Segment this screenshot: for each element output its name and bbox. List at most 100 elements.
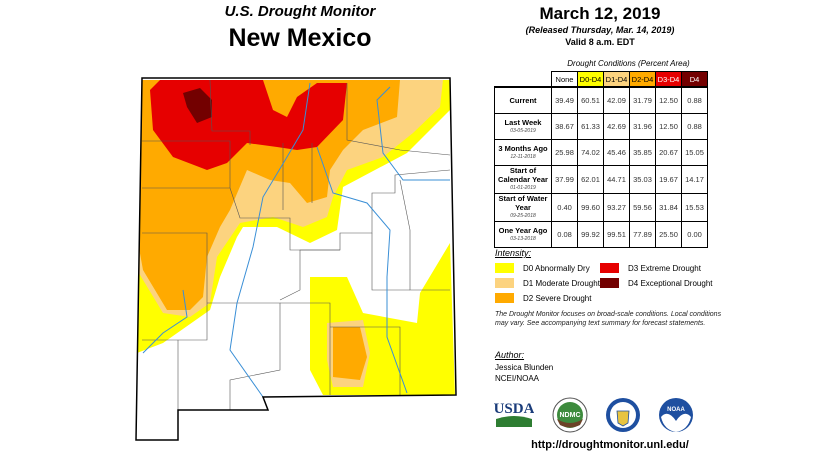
legend-d1: D1 Moderate Drought: [495, 278, 600, 288]
table-cell: 93.27: [603, 193, 630, 222]
table-cell: 0.88: [681, 86, 708, 114]
table-row: Start of Water Year 09-25-2018 0.40 99.60 93…: [494, 193, 708, 222]
table-cell: 59.56: [629, 193, 656, 222]
website-link[interactable]: http://droughtmonitor.unl.edu/: [531, 439, 689, 451]
row-label: Last Week 03-05-2019: [494, 113, 552, 140]
legend-d2: D2 Severe Drought: [495, 293, 591, 303]
new-mexico-drought-map: [135, 77, 457, 441]
author-heading: Author:: [495, 350, 525, 360]
table-cell: 31.96: [629, 113, 656, 140]
table-cell: 15.53: [681, 193, 708, 222]
column-header: D1-D4: [603, 71, 630, 88]
column-header: D0-D4: [577, 71, 604, 88]
table-cell: 15.05: [681, 139, 708, 166]
table-cell: 0.88: [681, 113, 708, 140]
rio-grande-river: [229, 82, 311, 398]
table-row: Last Week 03-05-2019 38.67 61.33 42.69 31.96 1…: [494, 113, 708, 140]
table-caption: Drought Conditions (Percent Area): [567, 59, 690, 68]
column-header: None: [551, 71, 578, 88]
table-cell: 0.00: [681, 221, 708, 248]
table-row: Current 39.49 60.51 42.09 31.79 12.50 0.88: [494, 86, 708, 114]
table-cell: 37.99: [551, 165, 578, 194]
table-row: Start of Calendar Year 01-01-2019 37.99 62.…: [494, 165, 708, 194]
legend-swatch: [600, 278, 619, 288]
state-boundary: [135, 77, 457, 441]
legend-swatch: [600, 263, 619, 273]
table-cell: 38.67: [551, 113, 578, 140]
table-corner: [495, 72, 552, 88]
table-cell: 99.51: [603, 221, 630, 248]
ndmc-logo: NDMC: [552, 397, 588, 433]
noaa-logo: NOAA: [659, 398, 693, 432]
column-header: D3-D4: [655, 71, 682, 88]
valid-time: Valid 8 a.m. EDT: [565, 37, 635, 47]
table-cell: 20.67: [655, 139, 682, 166]
table-cell: 25.50: [655, 221, 682, 248]
legend-title: Intensity:: [495, 248, 532, 258]
table-cell: 99.92: [577, 221, 604, 248]
row-label-text: Last Week: [504, 117, 542, 127]
d2-region-southeast: [333, 327, 367, 380]
table-cell: 25.98: [551, 139, 578, 166]
gila-river: [142, 289, 188, 354]
table-cell: 74.02: [577, 139, 604, 166]
row-date: 09-25-2018: [510, 213, 536, 219]
legend-label: D1 Moderate Drought: [523, 278, 600, 288]
table-cell: 42.09: [603, 86, 630, 114]
row-label: Start of Water Year 09-25-2018: [494, 193, 552, 222]
table-cell: 44.71: [603, 165, 630, 194]
table-cell: 19.67: [655, 165, 682, 194]
svg-text:USDA: USDA: [494, 401, 534, 417]
legend-d0: D0 Abnormally Dry: [495, 263, 590, 273]
row-label: Start of Calendar Year 01-01-2019: [494, 165, 552, 194]
legend-label: D2 Severe Drought: [523, 293, 592, 303]
table-cell: 39.49: [551, 86, 578, 114]
canadian-river: [376, 86, 450, 181]
row-date: 03-05-2019: [510, 127, 536, 134]
row-date: 12-11-2018: [510, 153, 536, 160]
table-cell: 99.60: [577, 193, 604, 222]
table-cell: 14.17: [681, 165, 708, 194]
county-lines: [142, 79, 451, 410]
table-cell: 31.79: [629, 86, 656, 114]
table-cell: 60.51: [577, 86, 604, 114]
table-cell: 61.33: [577, 113, 604, 140]
row-label-text: Start of Water Year: [498, 194, 548, 212]
svg-text:NDMC: NDMC: [560, 412, 581, 419]
table-cell: 12.50: [655, 86, 682, 114]
column-header: D4: [681, 71, 708, 88]
author-name: Jessica Blunden: [495, 363, 554, 372]
rivers: [142, 82, 450, 398]
table-cell: 0.08: [551, 221, 578, 248]
table-cell: 77.89: [629, 221, 656, 248]
release-date: (Released Thursday, Mar. 14, 2019): [525, 25, 675, 35]
legend-swatch: [495, 293, 514, 303]
pecos-river: [316, 146, 408, 394]
map-title: U.S. Drought Monitor: [224, 3, 376, 20]
row-date: 03-13-2018: [510, 235, 536, 242]
legend-label: D3 Extreme Drought: [628, 263, 701, 273]
table-cell: 45.46: [603, 139, 630, 166]
state-name: New Mexico: [228, 24, 372, 52]
commerce-seal-logo: [606, 398, 640, 432]
table-cell: 0.40: [551, 193, 578, 222]
table-cell: 35.03: [629, 165, 656, 194]
column-header: D2-D4: [629, 71, 656, 88]
table-row: 3 Months Ago 12-11-2018 25.98 74.02 45.46 35.…: [494, 139, 708, 166]
disclaimer-note: The Drought Monitor focuses on broad-sca…: [495, 311, 722, 327]
legend-d3: D3 Extreme Drought: [600, 263, 701, 273]
usda-logo: USDA: [494, 401, 534, 427]
row-label: One Year Ago 03-13-2018: [494, 221, 552, 248]
d4-region: [183, 88, 212, 123]
row-label-text: Current: [509, 96, 537, 105]
drought-conditions-table: None D0-D4 D1-D4 D2-D4 D3-D4 D4 Current 39.49 60…: [494, 71, 708, 248]
table-row: One Year Ago 03-13-2018 0.08 99.92 99.51 77.8…: [494, 221, 708, 248]
row-label-text: Start of Calendar Year: [498, 166, 548, 184]
table-cell: 42.69: [603, 113, 630, 140]
noaa-logo-text: NOAA: [667, 407, 685, 413]
legend-label: D0 Abnormally Dry: [523, 263, 590, 273]
table-cell: 62.01: [577, 165, 604, 194]
map-date: March 12, 2019: [539, 4, 661, 23]
row-label: Current: [494, 86, 552, 114]
